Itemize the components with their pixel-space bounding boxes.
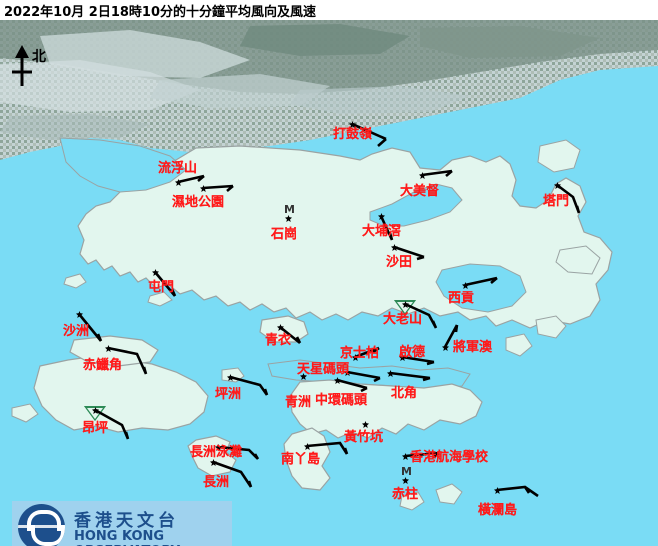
station-label: 京士柏: [340, 346, 380, 361]
station-label: 打鼓嶺: [333, 127, 373, 142]
station-label: 啟德: [399, 345, 426, 360]
wind-barb-icon: [177, 174, 205, 184]
station-label: 屯門: [148, 280, 175, 295]
wind-barb-icon: [229, 375, 269, 396]
wind-barb-icon: [401, 355, 435, 366]
station-marker-icon: [362, 421, 369, 428]
wind-barb-icon: [94, 408, 130, 440]
station-marker-icon: [285, 215, 292, 222]
station-label: 流浮山: [158, 161, 198, 176]
station-label: 青洲: [285, 395, 312, 410]
station-label: 北角: [391, 386, 418, 401]
wind-barb-icon: [154, 271, 177, 297]
wind-barb-icon: [212, 460, 253, 488]
wind-barb-icon: [556, 183, 581, 214]
station-marker-icon: [442, 344, 449, 351]
wind-barb-icon: [421, 169, 453, 177]
wind-barb-icon: [379, 215, 394, 241]
station-label: 赤鱲角: [83, 358, 123, 373]
station-label: 青衣: [265, 333, 292, 348]
wind-barb-icon: [496, 485, 539, 498]
station-label: 將軍澳: [453, 340, 493, 355]
station-label: 橫瀾島: [478, 503, 518, 518]
wind-barb-icon: [77, 313, 103, 342]
wind-barb-icon: [346, 370, 381, 383]
station-label: 沙田: [386, 255, 413, 270]
wind-barb-icon: [336, 378, 368, 393]
station-marker-icon: [402, 477, 409, 484]
hko-logo-icon: [18, 504, 65, 546]
station-label: 大埔滘: [362, 224, 402, 239]
wind-barb-icon: [306, 441, 349, 455]
wind-barb-icon: [389, 371, 431, 382]
north-label: 北: [32, 49, 46, 65]
north-arrow-icon: [12, 45, 32, 86]
station-label: 大老山: [383, 312, 423, 327]
hko-logo: 香港天文台 HONG KONG OBSERVATORY: [12, 501, 232, 546]
station-label: 長洲: [203, 475, 230, 490]
station-label: 赤柱: [392, 487, 419, 502]
wind-barb-icon: [404, 451, 440, 459]
station-label: 坪洲: [215, 387, 242, 402]
station-label: 沙洲: [63, 324, 90, 339]
station-m-marker: M: [284, 203, 295, 216]
station-m-marker: M: [401, 465, 412, 478]
wind-barb-icon: [393, 245, 425, 261]
title-bar: 2022年10月 2日18時10分的十分鐘平均風向及風速: [0, 0, 658, 20]
station-label: 南丫島: [281, 452, 321, 467]
station-label: 天星碼頭: [297, 362, 350, 377]
station-label: 濕地公園: [172, 195, 225, 210]
station-label: 塔門: [543, 194, 570, 209]
north-arrow: 北: [8, 44, 68, 90]
hko-logo-english: HONG KONG OBSERVATORY: [74, 529, 180, 546]
map-canvas[interactable]: 打鼓嶺流浮山濕地公園 M 石崗 大美督塔門大埔滘沙田屯門西貢大老山沙洲赤鱲角 青衣 將軍澳…: [0, 20, 658, 546]
station-label: 西貢: [448, 291, 475, 306]
wind-barb-icon: [354, 346, 380, 359]
wind-barb-icon: [443, 324, 459, 348]
triangle-inner: [87, 408, 103, 419]
wind-barb-icon: [464, 276, 498, 287]
wind-barb-icon: [107, 346, 148, 375]
triangle-inner: [397, 302, 413, 313]
page-title: 2022年10月 2日18時10分的十分鐘平均風向及風速: [4, 5, 317, 20]
hko-logo-chinese: 香港天文台: [74, 511, 179, 531]
station-label: 長洲泳灘: [190, 445, 243, 460]
wind-barb-icon: [351, 122, 387, 147]
station-label: 大美督: [400, 184, 440, 199]
station-label: 昂坪: [82, 421, 109, 436]
station-label: 中環碼頭: [315, 393, 368, 408]
wind-barb-icon: [279, 325, 302, 345]
station-label: 黃竹坑: [344, 430, 384, 445]
station-label: 石崗: [271, 227, 298, 242]
wind-barb-icon: [404, 302, 438, 329]
wind-barb-icon: [217, 445, 260, 460]
map-base-graphics: [0, 20, 658, 546]
station-label: 香港航海學校: [410, 450, 489, 465]
wind-barb-icon: [202, 184, 234, 192]
station-marker-icon: [300, 373, 307, 380]
